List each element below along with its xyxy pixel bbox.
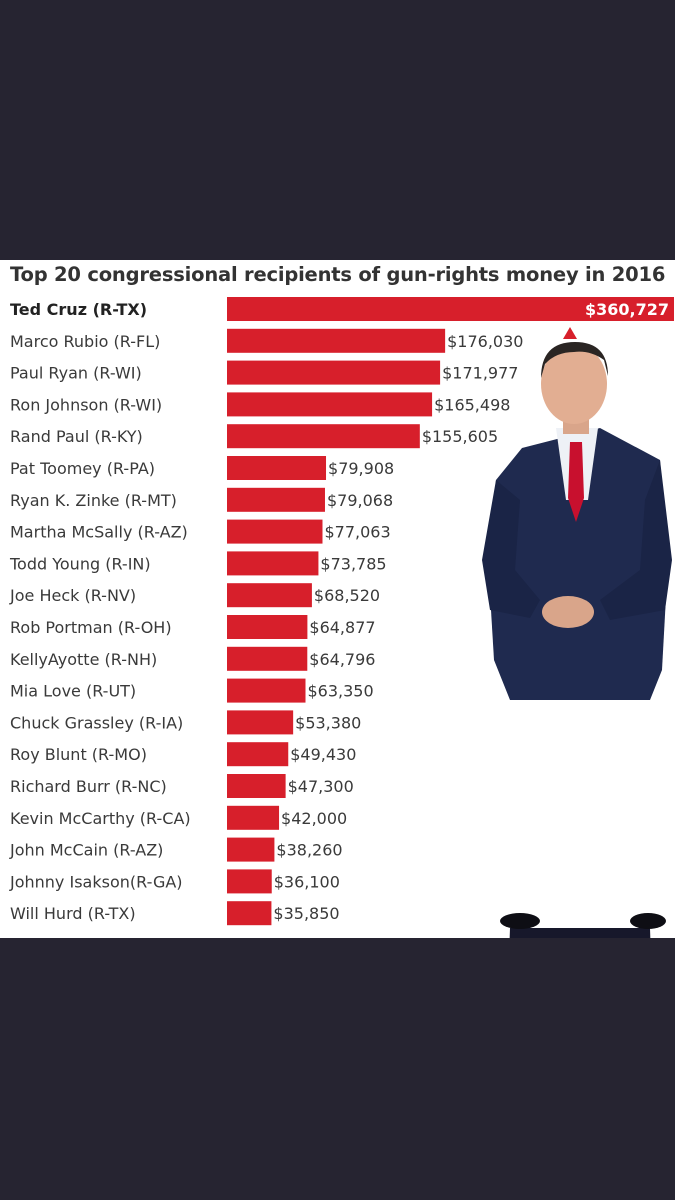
chart-canvas: Ted Cruz (R-TX) Marco Rubio (R-FL) Paul Ry… [9, 297, 674, 938]
value-label: $35,850 [273, 904, 339, 923]
bar [227, 392, 433, 417]
person-right-sleeve [600, 460, 672, 620]
value-label: $64,796 [309, 650, 375, 669]
value-label: $360,727 [585, 300, 669, 319]
bar [227, 742, 289, 767]
bar [227, 615, 308, 639]
person-head [541, 344, 607, 424]
bar [227, 360, 441, 385]
bar-label: Joe Heck (R-NV) [9, 586, 136, 605]
value-label: $77,063 [324, 523, 390, 542]
person-trousers [509, 928, 651, 938]
value-label: $176,030 [447, 332, 523, 351]
person-tie [568, 442, 584, 522]
bar [227, 774, 286, 798]
value-label: $36,100 [274, 872, 340, 891]
bar-label: Ryan K. Zinke (R-MT) [10, 491, 177, 510]
bar [227, 487, 325, 512]
value-label: $171,977 [442, 364, 518, 383]
value-label: $165,498 [434, 395, 510, 414]
bar [227, 519, 323, 544]
bar-label: Pat Toomey (R-PA) [10, 459, 155, 478]
bar-label: Paul Ryan (R-WI) [10, 364, 142, 383]
bar [227, 583, 312, 608]
bar [227, 551, 319, 576]
bar-label: Chuck Grassley (R-IA) [10, 713, 183, 732]
person-jacket [488, 428, 668, 700]
bar-label: Will Hurd (R-TX) [10, 904, 136, 923]
value-label: $53,380 [295, 713, 361, 732]
chart-title: Top 20 congressional recipients of gun-r… [10, 263, 666, 286]
bar-label: Ted Cruz (R-TX) [10, 300, 147, 319]
bar-label: Todd Young (R-IN) [9, 554, 151, 573]
bar [227, 901, 272, 926]
bar [227, 328, 446, 353]
bar-label: John McCain (R-AZ) [9, 841, 163, 860]
bar-label: Roy Blunt (R-MO) [10, 745, 147, 764]
bar-label: Marco Rubio (R-FL) [10, 332, 160, 351]
bar [227, 869, 272, 894]
bar [227, 710, 294, 735]
bar [227, 678, 306, 703]
bar [227, 805, 280, 830]
chart-panel: Top 20 congressional recipients of gun-r… [0, 260, 675, 938]
value-label: $63,350 [308, 682, 374, 701]
bar [227, 456, 327, 480]
bar [227, 424, 420, 449]
person-photo [482, 342, 672, 938]
bar-label: Martha McSally (R-AZ) [10, 523, 188, 542]
bar [227, 837, 275, 862]
person-left-shoe [500, 913, 540, 929]
person-right-shoe [630, 913, 666, 929]
pointer-triangle [563, 327, 577, 339]
value-label: $47,300 [288, 777, 354, 796]
bar-label: Rob Portman (R-OH) [10, 618, 172, 637]
value-label: $38,260 [276, 841, 342, 860]
value-label: $79,068 [327, 491, 393, 510]
value-label: $42,000 [281, 809, 347, 828]
bar-label: Richard Burr (R-NC) [10, 777, 167, 796]
value-label: $73,785 [320, 554, 386, 573]
bar-label: Kevin McCarthy (R-CA) [10, 809, 191, 828]
value-label: $155,605 [422, 427, 498, 446]
person-hands [542, 596, 594, 628]
value-label: $49,430 [290, 745, 356, 764]
bar-label: Rand Paul (R-KY) [10, 427, 143, 446]
bar [227, 646, 308, 671]
bar-label: Mia Love (R-UT) [10, 682, 136, 701]
person-left-sleeve [482, 480, 540, 618]
bar-label: Johnny Isakson(R-GA) [9, 872, 183, 891]
bar-label: Ron Johnson (R-WI) [10, 395, 162, 414]
value-label: $79,908 [328, 459, 394, 478]
value-label: $68,520 [314, 586, 380, 605]
bar-label: KellyAyotte (R-NH) [10, 650, 157, 669]
person-hair [541, 342, 608, 378]
bar [227, 297, 674, 321]
value-label: $64,877 [309, 618, 375, 637]
